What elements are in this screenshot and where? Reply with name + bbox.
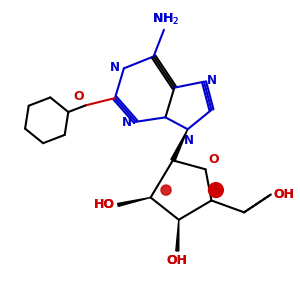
Polygon shape <box>118 197 151 206</box>
Text: O: O <box>73 90 84 104</box>
Text: OH: OH <box>167 254 188 267</box>
Text: N: N <box>122 116 132 129</box>
Polygon shape <box>171 129 188 161</box>
Circle shape <box>161 185 171 195</box>
Text: OH: OH <box>274 188 295 201</box>
Text: HO: HO <box>94 198 115 212</box>
Text: NH$_2$: NH$_2$ <box>152 12 179 27</box>
Text: OH: OH <box>274 188 295 201</box>
Text: NH$_2$: NH$_2$ <box>152 12 179 27</box>
Text: N: N <box>110 61 120 74</box>
Text: O: O <box>208 153 218 166</box>
Polygon shape <box>176 220 179 251</box>
Text: OH: OH <box>167 254 188 267</box>
Circle shape <box>208 183 223 197</box>
Text: N: N <box>207 74 217 87</box>
Text: N: N <box>184 134 194 147</box>
Text: HO: HO <box>94 198 115 212</box>
